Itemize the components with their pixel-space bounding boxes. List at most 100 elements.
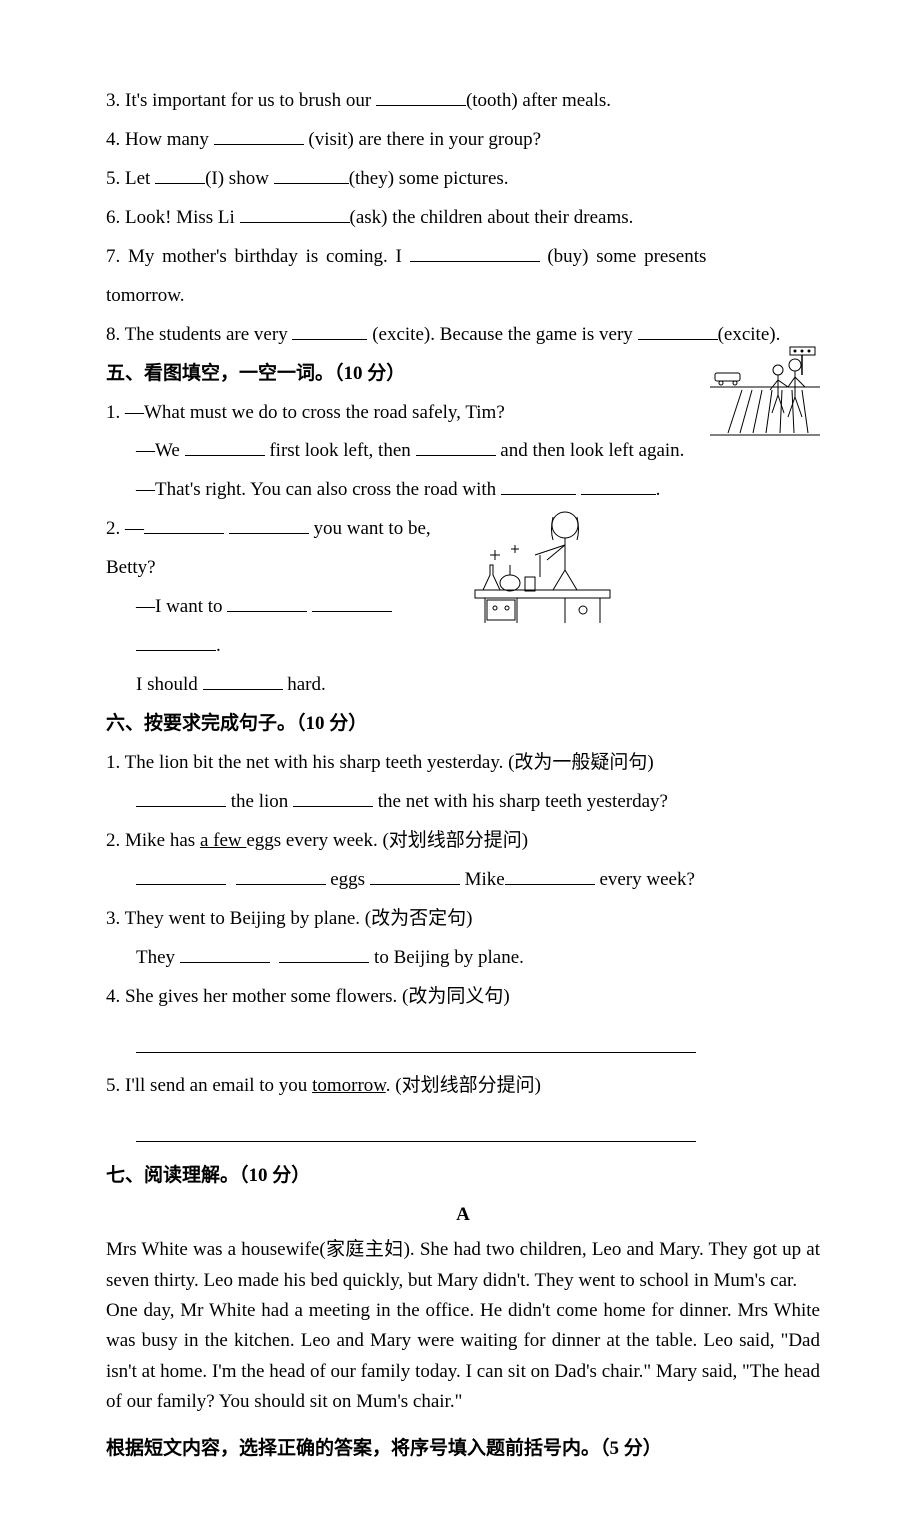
q6-num: 6.: [106, 207, 125, 228]
s6q3-blank2: [279, 943, 369, 963]
s6q4-num: 4.: [106, 986, 125, 1007]
scientist-illustration: [465, 505, 620, 640]
s6q1-blank1: [136, 787, 226, 807]
q8-text-c: (excite).: [718, 324, 781, 345]
q6-blank: [240, 203, 350, 223]
s6q1-num: 1.: [106, 752, 125, 773]
q5-blank-2: [274, 164, 349, 184]
question-7-line2: tomorrow.: [106, 277, 820, 316]
q8-blank-2: [638, 320, 718, 340]
s6-q1-answer: the lion the net with his sharp teeth ye…: [136, 783, 820, 822]
s6q1-a: the lion: [226, 791, 293, 812]
s5q2-l2a: —I want to: [136, 596, 227, 617]
q6-text-b: (ask) the children about their dreams.: [350, 207, 634, 228]
s6q2-pa: Mike has: [125, 830, 200, 851]
s6q5-num: 5.: [106, 1075, 125, 1096]
q4-blank: [214, 125, 304, 145]
s6-q5-answer: [136, 1106, 820, 1157]
q7-text-b: (buy) some presents: [540, 246, 707, 267]
s6q2-blank3: [370, 865, 460, 885]
s5q1-blank1: [185, 436, 265, 456]
s6q3-blank1: [180, 943, 270, 963]
s6-q1-prompt: 1. The lion bit the net with his sharp t…: [106, 744, 820, 783]
s6q1-b: the net with his sharp teeth yesterday?: [373, 791, 668, 812]
reading-p1: Mrs White was a housewife(家庭主妇). She had…: [106, 1235, 820, 1296]
q8-text-b: (excite). Because the game is very: [367, 324, 637, 345]
s6q2-b: Mike: [460, 869, 505, 890]
q7-num: 7.: [106, 246, 120, 267]
q5-num: 5.: [106, 168, 125, 189]
s6q3-b: to Beijing by plane.: [369, 947, 524, 968]
s5q1-l3b: .: [656, 479, 661, 500]
s5q1-blank2: [416, 436, 496, 456]
s5q1-blank3: [501, 475, 576, 495]
section-7-title: 七、阅读理解。（10 分）: [106, 1157, 820, 1196]
s5q1-l3a: —That's right. You can also cross the ro…: [136, 479, 501, 500]
section-7-letter: A: [106, 1196, 820, 1235]
q5-blank-1: [155, 164, 205, 184]
question-5: 5. Let (I) show (they) some pictures.: [106, 160, 820, 199]
question-7: 7. My mother's birthday is coming. I (bu…: [106, 238, 820, 277]
s6q3-a: They: [136, 947, 180, 968]
s6q2-num: 2.: [106, 830, 125, 851]
q8-text-a: The students are very: [125, 324, 293, 345]
s6q5-blank: [136, 1122, 696, 1142]
s6q2-c: every week?: [595, 869, 695, 890]
q7-text-a: My mother's birthday is coming. I: [120, 246, 409, 267]
s5q1-l2a: —We: [136, 440, 185, 461]
question-8: 8. The students are very (excite). Becau…: [106, 316, 820, 355]
s5q2-blank2: [229, 514, 309, 534]
s6-q2-answer: eggs Mike every week?: [136, 861, 820, 900]
s5q2-l3b: hard.: [283, 674, 326, 695]
s6q2-blank4: [505, 865, 595, 885]
q8-num: 8.: [106, 324, 125, 345]
q4-text-a: How many: [125, 129, 214, 150]
s6-q4-answer: [136, 1017, 820, 1068]
s5-q2-block: 2. — you want to be, Betty? —I want to .…: [106, 510, 820, 705]
s6q5-pa: I'll send an email to you: [125, 1075, 312, 1096]
reading-instruction: 根据短文内容，选择正确的答案，将序号填入题前括号内。（5 分）: [106, 1430, 820, 1469]
page-container: 3. It's important for us to brush our (t…: [0, 0, 920, 1528]
question-4: 4. How many (visit) are there in your gr…: [106, 121, 820, 160]
s5-q2-line3: I should hard.: [136, 666, 820, 705]
s6-q4-prompt: 4. She gives her mother some flowers. (改…: [106, 978, 820, 1017]
q3-num: 3.: [106, 90, 125, 111]
q5-text-b: (I) show: [205, 168, 274, 189]
q6-text-a: Look! Miss Li: [125, 207, 240, 228]
s6q1-prompt: The lion bit the net with his sharp teet…: [125, 752, 654, 773]
s5q2-blank6: [203, 670, 283, 690]
q3-text-a: It's important for us to brush our: [125, 90, 376, 111]
section-6-title: 六、按要求完成句子。（10 分）: [106, 705, 820, 744]
question-3: 3. It's important for us to brush our (t…: [106, 82, 820, 121]
s6q2-pb: eggs every week. (对划线部分提问): [246, 830, 528, 851]
q7-text-c: tomorrow.: [106, 285, 184, 306]
s6q2-blank1: [136, 865, 226, 885]
question-6: 6. Look! Miss Li (ask) the children abou…: [106, 199, 820, 238]
s5q2-l1a: —: [125, 518, 144, 539]
s6q3-num: 3.: [106, 908, 125, 929]
s5q2-blank4: [312, 592, 392, 612]
s6-q5-prompt: 5. I'll send an email to you tomorrow. (…: [106, 1067, 820, 1106]
q3-blank: [376, 86, 466, 106]
q8-blank-1: [292, 320, 367, 340]
s6q2-pu: a few: [200, 830, 246, 851]
q7-blank: [410, 242, 540, 262]
section-5-block: 五、看图填空，一空一词。（10 分） 1. —What must we do t…: [106, 355, 820, 511]
s5q1-blank4: [581, 475, 656, 495]
s6q2-blank2: [236, 865, 326, 885]
s5-q1-line3: —That's right. You can also cross the ro…: [136, 471, 820, 510]
s6q3-prompt: They went to Beijing by plane. (改为否定句): [125, 908, 473, 929]
s6q4-prompt: She gives her mother some flowers. (改为同义…: [125, 986, 510, 1007]
s5q2-blank5: [136, 631, 216, 651]
s5q2-blank1: [144, 514, 224, 534]
s5q2-num: 2.: [106, 518, 125, 539]
q4-text-b: (visit) are there in your group?: [304, 129, 541, 150]
s6-q3-answer: They to Beijing by plane.: [136, 939, 820, 978]
s5-q2-line1: 2. — you want to be, Betty?: [106, 510, 820, 588]
s5q2-l2b: .: [216, 635, 221, 656]
s5q2-blank3: [227, 592, 307, 612]
q4-num: 4.: [106, 129, 125, 150]
s6q1-blank2: [293, 787, 373, 807]
s5q1-l2b: first look left, then: [265, 440, 416, 461]
crossing-illustration: [710, 345, 820, 455]
